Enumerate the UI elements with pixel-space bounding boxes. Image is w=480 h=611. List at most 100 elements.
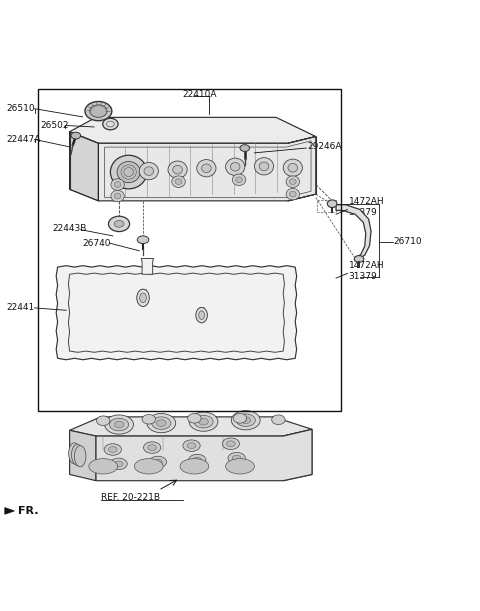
Ellipse shape	[140, 293, 146, 302]
Ellipse shape	[289, 179, 296, 185]
Polygon shape	[70, 430, 96, 481]
Ellipse shape	[152, 417, 171, 430]
Ellipse shape	[144, 167, 154, 175]
Ellipse shape	[114, 461, 123, 467]
Ellipse shape	[180, 459, 209, 474]
Ellipse shape	[286, 188, 300, 200]
Ellipse shape	[228, 452, 245, 464]
Ellipse shape	[109, 419, 129, 431]
Ellipse shape	[175, 179, 182, 185]
Ellipse shape	[202, 164, 211, 172]
Ellipse shape	[110, 458, 127, 470]
Ellipse shape	[105, 415, 133, 434]
Ellipse shape	[226, 459, 254, 474]
Ellipse shape	[71, 132, 81, 139]
Ellipse shape	[272, 415, 285, 425]
Polygon shape	[141, 258, 154, 274]
Ellipse shape	[104, 444, 121, 455]
Ellipse shape	[172, 176, 185, 188]
Ellipse shape	[289, 191, 296, 197]
Polygon shape	[5, 508, 14, 514]
Ellipse shape	[69, 443, 80, 464]
Ellipse shape	[154, 459, 162, 465]
Ellipse shape	[147, 414, 176, 433]
Polygon shape	[70, 417, 312, 436]
Ellipse shape	[254, 158, 274, 175]
Bar	[38, 89, 341, 411]
Text: 1472AH
31379: 1472AH 31379	[348, 197, 384, 217]
Ellipse shape	[193, 457, 202, 463]
Ellipse shape	[188, 414, 201, 423]
Ellipse shape	[241, 417, 251, 423]
Ellipse shape	[230, 163, 240, 171]
Ellipse shape	[236, 177, 242, 183]
Ellipse shape	[142, 414, 156, 424]
Ellipse shape	[168, 161, 187, 178]
Text: FR.: FR.	[18, 506, 39, 516]
Ellipse shape	[74, 445, 86, 467]
Polygon shape	[98, 136, 316, 201]
Ellipse shape	[189, 412, 218, 431]
Ellipse shape	[111, 179, 124, 190]
Text: 22410A: 22410A	[182, 90, 217, 99]
Ellipse shape	[148, 445, 156, 450]
Ellipse shape	[108, 447, 117, 452]
Ellipse shape	[156, 420, 166, 426]
Ellipse shape	[187, 443, 196, 448]
Polygon shape	[283, 430, 312, 481]
Ellipse shape	[231, 411, 260, 430]
Ellipse shape	[114, 221, 124, 227]
Polygon shape	[68, 273, 284, 353]
Ellipse shape	[149, 456, 167, 468]
Polygon shape	[336, 205, 371, 258]
Text: 26710: 26710	[394, 237, 422, 246]
Ellipse shape	[139, 163, 158, 180]
Text: 22441: 22441	[7, 304, 35, 312]
Ellipse shape	[327, 200, 337, 208]
Ellipse shape	[196, 307, 207, 323]
Text: 22447A: 22447A	[7, 135, 41, 144]
Ellipse shape	[283, 159, 302, 177]
Ellipse shape	[117, 161, 140, 183]
Ellipse shape	[114, 193, 121, 199]
Polygon shape	[96, 430, 312, 481]
Ellipse shape	[85, 101, 112, 121]
Ellipse shape	[89, 459, 118, 474]
Ellipse shape	[236, 414, 255, 426]
Text: REF. 20-221B: REF. 20-221B	[101, 493, 160, 502]
Ellipse shape	[96, 416, 110, 425]
Ellipse shape	[111, 190, 124, 202]
Ellipse shape	[194, 415, 213, 428]
Text: 22443B: 22443B	[53, 224, 87, 233]
Text: 26502: 26502	[40, 121, 69, 130]
Text: 1472AH
31379: 1472AH 31379	[348, 262, 384, 280]
Ellipse shape	[114, 421, 124, 428]
Ellipse shape	[197, 159, 216, 177]
Ellipse shape	[354, 255, 364, 262]
Ellipse shape	[144, 442, 161, 453]
Ellipse shape	[222, 438, 240, 450]
Ellipse shape	[286, 176, 300, 188]
Ellipse shape	[240, 145, 250, 152]
Ellipse shape	[108, 216, 130, 232]
Ellipse shape	[114, 181, 121, 188]
Ellipse shape	[137, 236, 149, 244]
Ellipse shape	[183, 440, 200, 452]
Ellipse shape	[259, 162, 269, 170]
Ellipse shape	[199, 419, 208, 425]
Ellipse shape	[199, 311, 204, 320]
Polygon shape	[288, 136, 316, 201]
Ellipse shape	[134, 459, 163, 474]
Ellipse shape	[103, 119, 118, 130]
Ellipse shape	[173, 166, 182, 174]
Ellipse shape	[226, 158, 245, 175]
Polygon shape	[70, 117, 316, 143]
Ellipse shape	[90, 105, 107, 117]
Ellipse shape	[137, 289, 149, 307]
Ellipse shape	[232, 455, 241, 461]
Polygon shape	[70, 132, 98, 201]
Ellipse shape	[227, 441, 235, 447]
Text: 26510: 26510	[7, 104, 36, 113]
Ellipse shape	[288, 163, 298, 172]
Ellipse shape	[232, 174, 246, 186]
